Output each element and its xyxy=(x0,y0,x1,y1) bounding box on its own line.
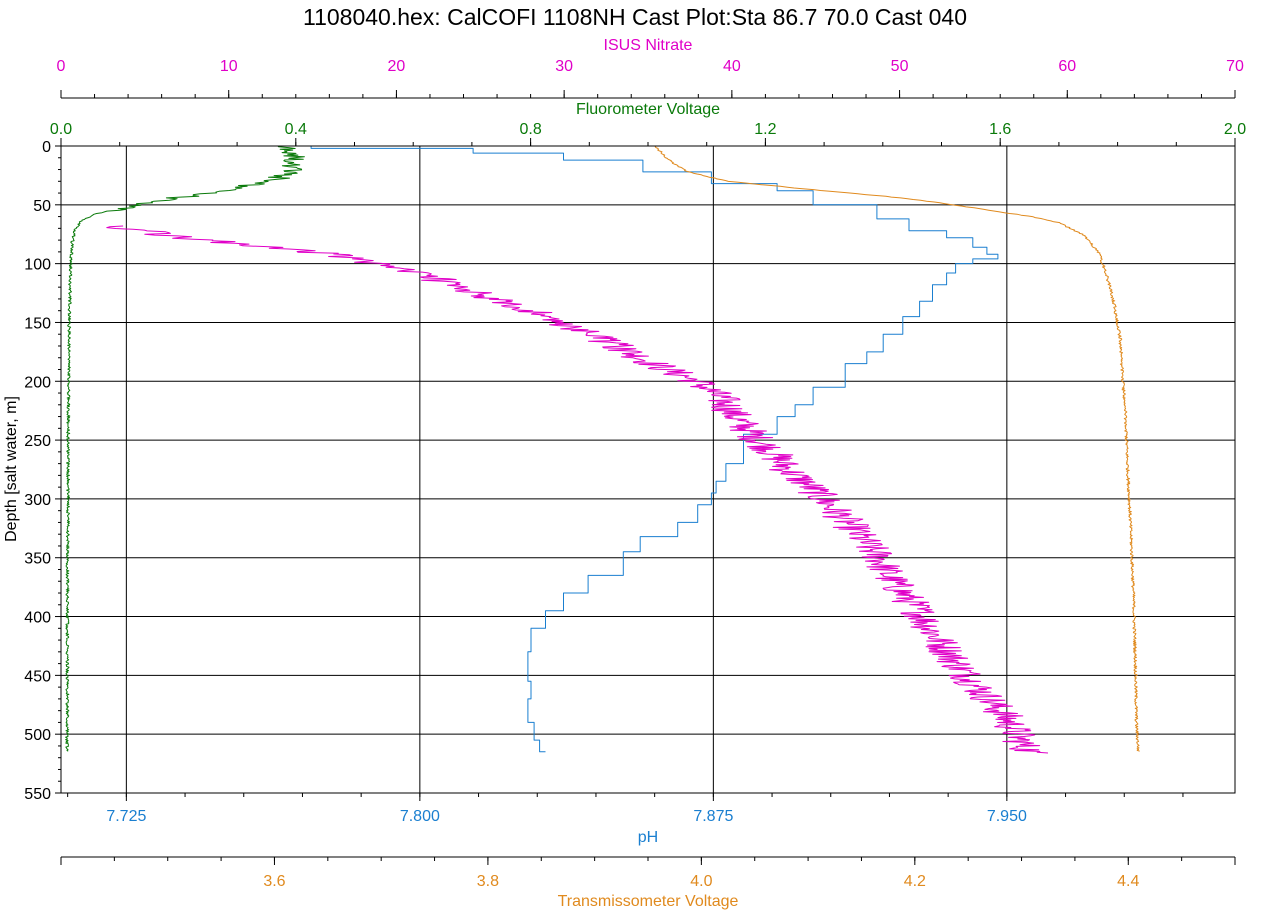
y-tick-label: 0 xyxy=(42,139,51,156)
y-tick-label: 400 xyxy=(24,610,51,627)
fluor-tick-label: 0.0 xyxy=(50,121,72,138)
nitrate-tick-label: 0 xyxy=(57,58,66,75)
nitrate-tick-label: 20 xyxy=(388,58,406,75)
y-tick-label: 250 xyxy=(24,433,51,450)
plot-frame xyxy=(60,145,1236,794)
fluor-tick-label: 0.4 xyxy=(285,121,307,138)
trans-tick-label: 3.8 xyxy=(477,873,499,890)
trans-tick-label: 4.0 xyxy=(690,873,712,890)
trans-axis-title: Transmissometer Voltage xyxy=(558,893,739,910)
y-tick-label: 200 xyxy=(24,374,51,391)
y-tick-label: 500 xyxy=(24,727,51,744)
ph-tick-label: 7.875 xyxy=(693,808,733,825)
fluor-tick-label: 0.8 xyxy=(519,121,541,138)
series-lines xyxy=(65,145,1140,754)
axes: 0 50 100 150 200 250 300 350 400 450 500 550 0 10 20 30… xyxy=(24,37,1246,910)
nitrate-axis-title: ISUS Nitrate xyxy=(604,37,693,54)
y-tick-label: 50 xyxy=(33,198,51,215)
fluor-tick-label: 2.0 xyxy=(1224,121,1246,138)
nitrate-tick-label: 60 xyxy=(1058,58,1076,75)
ph-tick-label: 7.950 xyxy=(987,808,1027,825)
series-ph-line xyxy=(129,145,999,753)
nitrate-tick-label: 30 xyxy=(555,58,573,75)
nitrate-tick-label: 50 xyxy=(891,58,909,75)
ph-tick-label: 7.725 xyxy=(106,808,146,825)
fluor-tick-label: 1.2 xyxy=(754,121,776,138)
y-tick-label: 550 xyxy=(24,786,51,803)
fluor-axis-title: Fluorometer Voltage xyxy=(576,101,720,118)
grid xyxy=(61,146,1235,793)
y-tick-label: 450 xyxy=(24,668,51,685)
y-tick-label: 350 xyxy=(24,551,51,568)
trans-tick-label: 4.4 xyxy=(1117,873,1139,890)
series-fluor-line xyxy=(65,145,305,752)
nitrate-tick-label: 10 xyxy=(220,58,238,75)
ph-tick-label: 7.800 xyxy=(400,808,440,825)
y-axis-label: Depth [salt water, m] xyxy=(3,396,20,542)
y-tick-label: 150 xyxy=(24,315,51,332)
series-nitrate-line xyxy=(106,225,1049,754)
trans-tick-label: 3.6 xyxy=(263,873,285,890)
fluor-tick-label: 1.6 xyxy=(989,121,1011,138)
y-tick-label: 100 xyxy=(24,257,51,274)
y-tick-label: 300 xyxy=(24,492,51,509)
nitrate-tick-label: 70 xyxy=(1226,58,1244,75)
ph-axis-title: pH xyxy=(638,829,658,846)
series-trans-line xyxy=(654,145,1140,752)
trans-tick-label: 4.2 xyxy=(904,873,926,890)
nitrate-tick-label: 40 xyxy=(723,58,741,75)
chart-title: 1108040.hex: CalCOFI 1108NH Cast Plot:St… xyxy=(303,4,967,30)
